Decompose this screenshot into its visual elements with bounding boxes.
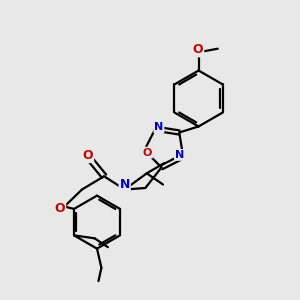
Text: N: N	[154, 122, 164, 132]
Text: O: O	[82, 149, 93, 162]
Text: N: N	[119, 178, 130, 191]
Text: O: O	[193, 44, 203, 56]
Text: O: O	[142, 148, 152, 158]
Text: N: N	[175, 150, 184, 160]
Text: O: O	[55, 202, 65, 214]
